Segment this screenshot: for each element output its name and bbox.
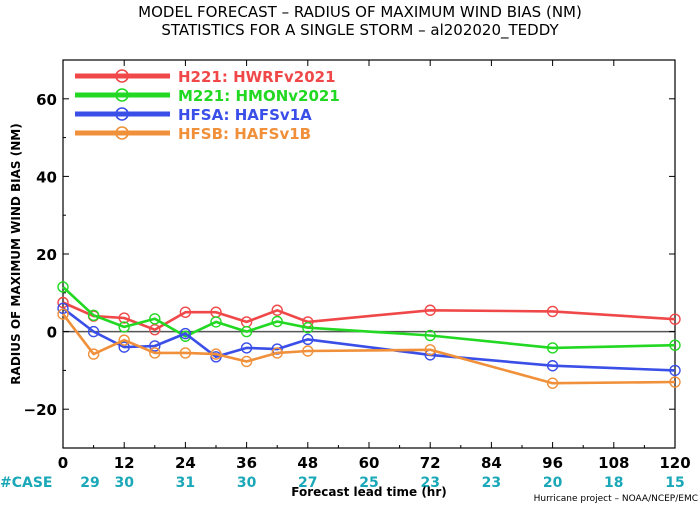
x-tick-label: 108 <box>598 454 629 472</box>
legend-label: H221: HWRFv2021 <box>178 68 336 86</box>
x-tick-label: 84 <box>481 454 502 472</box>
data-point <box>669 376 681 388</box>
data-point <box>87 309 100 322</box>
series-layer <box>57 281 681 389</box>
case-count: 29 <box>80 475 99 491</box>
x-tick-label: 36 <box>236 454 257 472</box>
series-hfsb <box>57 308 681 389</box>
data-point <box>179 327 192 340</box>
case-count: 31 <box>176 475 195 491</box>
y-axis: −20 0 20 40 60 <box>24 59 675 449</box>
series-h221 <box>57 296 681 336</box>
case-count: 20 <box>543 475 563 491</box>
data-point <box>424 304 436 316</box>
data-point <box>57 302 69 315</box>
legend-marker <box>115 126 129 140</box>
case-count: 30 <box>114 475 134 491</box>
data-point <box>546 377 559 389</box>
y-axis-label: RADIUS OF MAXIMUM WIND BIAS (NM) <box>9 123 23 384</box>
data-point <box>302 345 314 357</box>
x-tick-label: 48 <box>297 454 318 472</box>
case-count: 23 <box>482 475 501 491</box>
chart-title: MODEL FORECAST – RADIUS OF MAXIMUM WIND … <box>138 3 582 21</box>
data-point <box>87 348 100 360</box>
case-count: 25 <box>359 475 378 491</box>
x-tick-label: 96 <box>542 454 563 472</box>
x-axis: 0 12 24 36 48 60 72 84 96 108 120 <box>58 60 691 472</box>
data-point <box>118 334 130 346</box>
case-count: 15 <box>665 475 684 491</box>
data-point <box>57 281 69 293</box>
x-tick-label: 0 <box>58 454 68 472</box>
x-tick-label: 120 <box>659 454 690 472</box>
data-point <box>210 348 222 360</box>
legend-item-m221: M221: HMONv2021 <box>75 87 340 105</box>
data-point <box>669 364 681 377</box>
x-axis-label: Forecast lead time (hr) <box>291 485 447 499</box>
data-point <box>271 304 283 316</box>
credit-text: Hurricane project – NOAA/NCEP/EMC <box>534 494 698 504</box>
data-point <box>271 347 283 359</box>
legend-label: HFSB: HAFSv1B <box>178 125 311 143</box>
data-point <box>87 325 100 338</box>
data-point <box>271 315 283 328</box>
x-tick-label: 72 <box>420 454 441 472</box>
case-count: 18 <box>604 475 623 491</box>
data-point <box>118 341 130 353</box>
case-count: 23 <box>420 475 439 491</box>
data-point <box>546 305 559 318</box>
x-tick-label: 60 <box>359 454 380 472</box>
data-point <box>546 360 559 372</box>
legend-item-hfsa: HFSA: HAFSv1A <box>75 106 312 124</box>
data-point <box>240 342 253 354</box>
x-tick-label: 12 <box>114 454 135 472</box>
case-label: #CASE <box>0 475 53 491</box>
data-point <box>149 347 161 359</box>
data-point <box>149 340 161 352</box>
data-point <box>118 312 130 324</box>
y-tick-label: 20 <box>36 246 57 264</box>
y-tick-label: −20 <box>24 401 57 419</box>
data-point <box>118 321 130 333</box>
series-line <box>62 301 676 332</box>
data-point <box>179 306 192 318</box>
data-point <box>424 329 436 342</box>
series-line <box>62 286 676 350</box>
data-point <box>149 323 161 336</box>
data-point <box>302 333 314 346</box>
plot-frame <box>62 59 676 449</box>
data-point <box>424 344 436 356</box>
legend-marker <box>115 107 129 121</box>
data-point <box>57 308 69 320</box>
data-point <box>57 296 69 309</box>
legend-item-hfsb: HFSB: HAFSv1B <box>75 125 311 143</box>
legend-label: M221: HMONv2021 <box>178 87 340 105</box>
case-count: 27 <box>298 475 317 491</box>
case-count-row: #CASE 29 30 31 30 27 25 23 23 20 18 15 <box>0 475 685 491</box>
legend-marker <box>115 69 129 83</box>
data-point <box>179 347 192 359</box>
data-point <box>210 316 222 328</box>
data-point <box>669 339 681 351</box>
data-point <box>149 313 161 325</box>
x-tick-label: 24 <box>175 454 196 472</box>
data-point <box>546 342 559 354</box>
legend-label: HFSA: HAFSv1A <box>178 106 312 124</box>
chart-subtitle: STATISTICS FOR A SINGLE STORM – al202020… <box>161 21 559 40</box>
y-tick-label: 60 <box>36 91 57 109</box>
legend-item-h221: H221: HWRFv2021 <box>75 68 336 86</box>
legend-marker <box>115 88 129 102</box>
data-point <box>240 325 253 338</box>
data-point <box>669 313 681 325</box>
y-tick-label: 40 <box>36 168 57 186</box>
data-point <box>240 355 253 368</box>
y-tick-label: 0 <box>47 324 57 342</box>
case-count: 30 <box>237 475 257 491</box>
data-point <box>302 322 314 334</box>
